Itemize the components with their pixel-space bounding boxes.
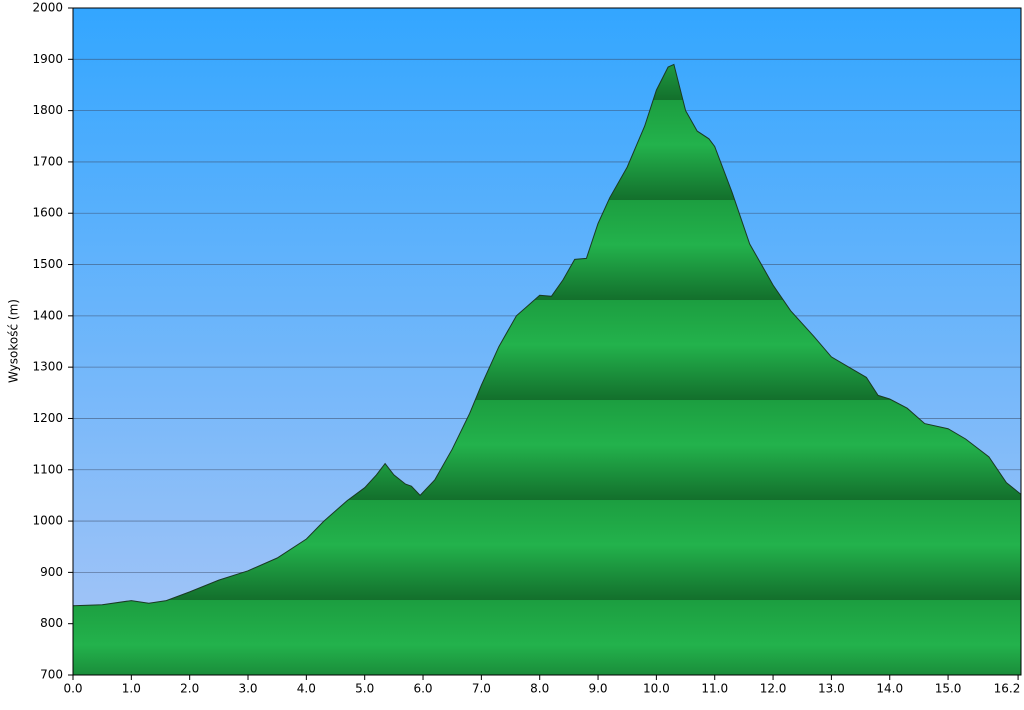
y-tick-label: 1400 <box>32 308 63 322</box>
x-tick-label: 15.0 <box>935 682 962 696</box>
x-tick-label: 3.0 <box>238 682 257 696</box>
x-tick-label: 7.0 <box>472 682 491 696</box>
y-tick-label: 2000 <box>32 1 63 15</box>
x-tick-label: 9.0 <box>588 682 607 696</box>
x-tick-label: 5.0 <box>355 682 374 696</box>
y-tick-label: 800 <box>40 616 63 630</box>
x-tick-label: 13.0 <box>818 682 845 696</box>
plot-frame <box>72 7 1022 676</box>
x-tick-label: 8.0 <box>530 682 549 696</box>
y-tick-label: 1500 <box>32 257 63 271</box>
elevation-line <box>72 63 1022 607</box>
x-tick-label: 2.0 <box>180 682 199 696</box>
y-tick-label: 1200 <box>32 411 63 425</box>
x-tick-label: 4.0 <box>297 682 316 696</box>
x-tick-label: 0.0 <box>63 682 82 696</box>
x-tick-label: 6.0 <box>413 682 432 696</box>
y-tick-label: 1900 <box>32 52 63 66</box>
x-tick-label: 14.0 <box>876 682 903 696</box>
y-tick-label: 1600 <box>32 206 63 220</box>
x-tick-label: 11.0 <box>701 682 728 696</box>
x-tick-label: 10.0 <box>643 682 670 696</box>
y-tick-label: 1700 <box>32 154 63 168</box>
y-axis-label: Wysokość (m) <box>7 299 21 383</box>
y-tick-label: 1100 <box>32 462 63 476</box>
x-tick-label: 1.0 <box>122 682 141 696</box>
x-tick-label: 12.0 <box>760 682 787 696</box>
y-tick-label: 1800 <box>32 103 63 117</box>
elevation-area <box>73 64 1021 675</box>
y-tick-label: 1000 <box>32 514 63 528</box>
y-tick-label: 1300 <box>32 360 63 374</box>
y-tick-label: 700 <box>40 668 63 682</box>
y-tick-label: 900 <box>40 565 63 579</box>
x-tick-label: 16.2 <box>994 682 1021 696</box>
